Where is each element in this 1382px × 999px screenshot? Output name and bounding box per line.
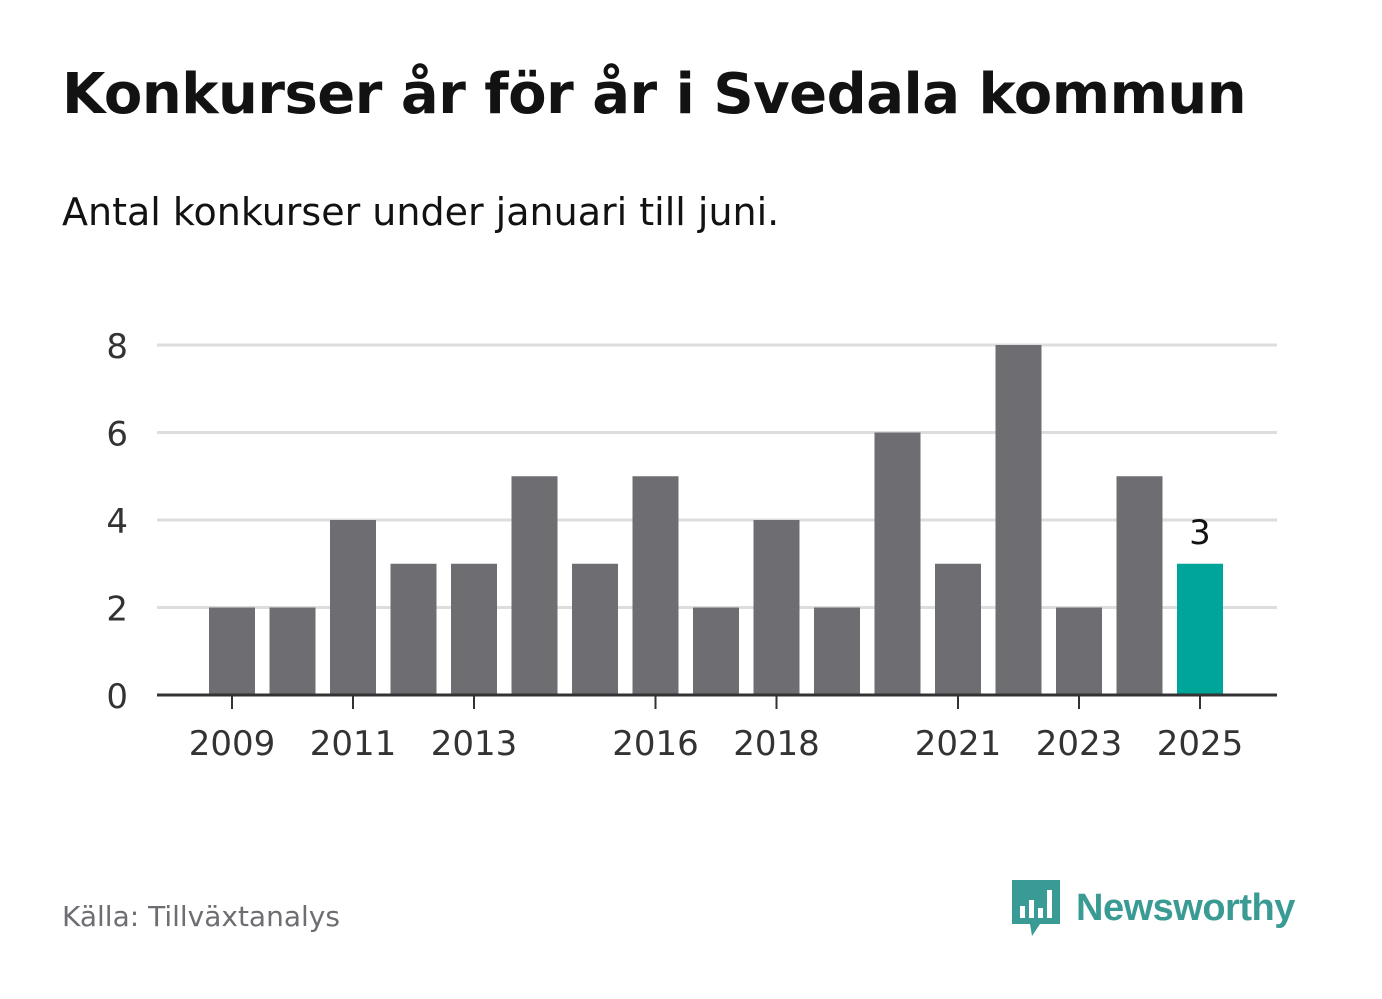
data-label-2025: 3 bbox=[1189, 513, 1211, 553]
gridlines bbox=[157, 343, 1277, 609]
newsworthy-bar-chart-icon bbox=[1012, 880, 1060, 936]
bar-2015 bbox=[572, 563, 618, 695]
bar-2019 bbox=[814, 607, 860, 695]
y-tick-label: 8 bbox=[106, 327, 128, 367]
bar-2020 bbox=[874, 432, 921, 695]
chart-title: Konkurser år för år i Svedala kommun bbox=[62, 62, 1247, 127]
newsworthy-logo: Newsworthy bbox=[1010, 878, 1295, 938]
bar-2009 bbox=[209, 607, 255, 695]
chart-subtitle: Antal konkurser under januari till juni. bbox=[62, 190, 780, 234]
labels: 0 2 4 6 8 3 2009 2011 2013 2016 2018 2021 2023 2025 bbox=[106, 327, 1243, 764]
x-tick-label: 2018 bbox=[733, 724, 820, 764]
bar-2011 bbox=[330, 520, 376, 695]
y-tick-label: 0 bbox=[106, 677, 128, 717]
x-tick-label: 2025 bbox=[1157, 724, 1244, 764]
bar-2013 bbox=[451, 563, 497, 695]
bar-2017 bbox=[693, 607, 739, 695]
x-tick-label: 2011 bbox=[310, 724, 397, 764]
y-tick-label: 4 bbox=[106, 502, 128, 542]
y-tick-label: 2 bbox=[106, 590, 128, 630]
x-tick-label: 2016 bbox=[612, 724, 699, 764]
x-tick-label: 2009 bbox=[189, 724, 276, 764]
bar-2023 bbox=[1056, 607, 1102, 695]
bar-2024 bbox=[1116, 476, 1163, 695]
bar-2012 bbox=[390, 563, 437, 695]
bar-2021 bbox=[935, 563, 981, 695]
x-tick-label: 2023 bbox=[1036, 724, 1123, 764]
x-tick-label: 2013 bbox=[431, 724, 518, 764]
x-tick-label: 2021 bbox=[915, 724, 1002, 764]
bar-2014 bbox=[511, 476, 558, 695]
bar-2025 bbox=[1177, 563, 1223, 695]
axes bbox=[157, 693, 1277, 709]
source-note: Källa: Tillväxtanalys bbox=[62, 900, 340, 933]
y-tick-label: 6 bbox=[106, 415, 128, 455]
bar-2016 bbox=[632, 476, 679, 695]
logo-text: Newsworthy bbox=[1076, 886, 1295, 929]
bar-2010 bbox=[269, 607, 316, 695]
bar-2022 bbox=[995, 345, 1042, 695]
bar-2018 bbox=[753, 520, 800, 695]
bars bbox=[209, 345, 1223, 695]
